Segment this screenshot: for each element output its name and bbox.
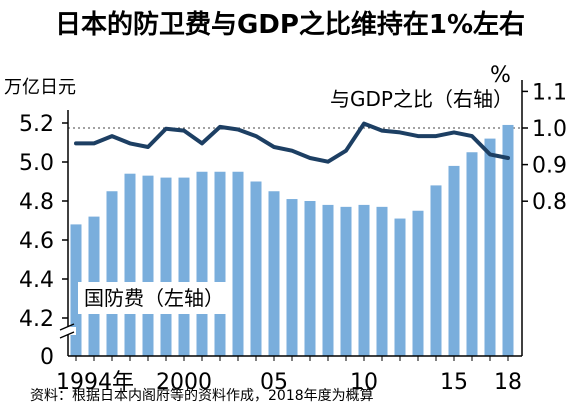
left-tick-label: 4.6 xyxy=(19,229,54,254)
bar-defense-spending-1998 xyxy=(142,175,154,356)
point-gdp-ratio-2008 xyxy=(326,160,330,163)
bar-defense-spending-2003 xyxy=(232,171,244,356)
bar-defense-spending-2014 xyxy=(430,185,442,356)
bar-defense-spending-2015 xyxy=(448,165,460,356)
point-gdp-ratio-1994 xyxy=(74,142,78,145)
source-footnote: 资料：根据日本内阁府等的资料作成，2018年度为概算 xyxy=(30,387,374,403)
point-gdp-ratio-2003 xyxy=(236,128,240,131)
right-tick-label: 1.1 xyxy=(532,80,567,105)
left-tick-label: 5.2 xyxy=(19,112,54,137)
point-gdp-ratio-2013 xyxy=(416,134,420,138)
bar-defense-spending-2002 xyxy=(214,171,226,356)
left-tick-label: 4.4 xyxy=(19,268,54,293)
line-series-label: 与GDP之比（右轴） xyxy=(330,87,513,111)
axis-break-gap xyxy=(60,327,76,335)
point-gdp-ratio-1997 xyxy=(128,142,132,145)
point-gdp-ratio-2014 xyxy=(434,134,438,138)
point-gdp-ratio-2004 xyxy=(254,134,258,138)
x-tick-label-2018: 18 xyxy=(494,370,522,395)
point-gdp-ratio-2011 xyxy=(380,129,384,132)
bar-defense-spending-2007 xyxy=(304,201,316,356)
point-gdp-ratio-1998 xyxy=(146,145,150,149)
bar-defense-spending-2013 xyxy=(412,210,424,356)
point-gdp-ratio-2018 xyxy=(506,156,510,160)
point-gdp-ratio-2012 xyxy=(398,131,402,134)
point-gdp-ratio-2017 xyxy=(488,153,492,156)
point-gdp-ratio-2015 xyxy=(452,131,456,134)
chart-title: 日本的防卫费与GDP之比维持在1%左右 xyxy=(55,9,525,40)
point-gdp-ratio-2007 xyxy=(308,156,312,160)
point-gdp-ratio-2002 xyxy=(218,125,222,129)
bar-defense-spending-2010 xyxy=(358,204,370,356)
x-tick-label-2000: 2000 xyxy=(156,370,212,395)
right-tick-label: 0.9 xyxy=(532,154,567,179)
x-tick-label-2015: 15 xyxy=(440,370,468,395)
right-axis-unit: % xyxy=(490,63,511,88)
bar-series-label: 国防费（左轴） xyxy=(84,286,224,310)
point-gdp-ratio-2000 xyxy=(182,129,186,132)
left-tick-label: 5.0 xyxy=(19,151,54,176)
bar-defense-spending-2012 xyxy=(394,218,406,356)
x-tick-label-2010: 10 xyxy=(350,370,378,395)
left-axis-unit: 万亿日元 xyxy=(4,77,76,98)
bar-defense-spending-2005 xyxy=(268,191,280,356)
bar-legend-background xyxy=(78,282,230,314)
right-tick-label: 0.8 xyxy=(532,190,567,215)
x-tick-label-1994: 1994年 xyxy=(56,370,134,395)
bar-defense-spending-2008 xyxy=(322,204,334,356)
bar-defense-spending-2016 xyxy=(466,152,478,356)
bar-defense-spending-2001 xyxy=(196,171,208,356)
x-tick-label-2005: 05 xyxy=(260,370,288,395)
point-gdp-ratio-2016 xyxy=(470,134,474,138)
point-gdp-ratio-1995 xyxy=(92,142,96,145)
bar-defense-spending-1997 xyxy=(124,173,136,356)
bar-defense-spending-2006 xyxy=(286,199,298,356)
bar-defense-spending-2009 xyxy=(340,206,352,356)
left-tick-label-zero: 0 xyxy=(40,345,54,370)
bar-defense-spending-2011 xyxy=(376,206,388,356)
bar-defense-spending-2017 xyxy=(484,138,496,356)
point-gdp-ratio-2005 xyxy=(272,145,276,149)
left-tick-label: 4.8 xyxy=(19,190,54,215)
point-gdp-ratio-1996 xyxy=(110,134,114,138)
bar-defense-spending-2018 xyxy=(502,124,514,356)
point-gdp-ratio-2010 xyxy=(362,122,366,125)
point-gdp-ratio-2001 xyxy=(200,142,204,145)
right-tick-label: 1.0 xyxy=(532,117,567,142)
bar-defense-spending-2004 xyxy=(250,181,262,356)
point-gdp-ratio-1999 xyxy=(164,127,168,130)
axis-break-mark xyxy=(59,331,75,339)
line-gdp-ratio xyxy=(74,121,510,164)
point-gdp-ratio-2009 xyxy=(344,149,348,152)
bar-defense-spending-1996 xyxy=(106,191,118,356)
axis-break-mark xyxy=(59,323,75,331)
left-tick-label: 4.2 xyxy=(19,307,54,332)
bar-defense-spending-2000 xyxy=(178,177,190,356)
bar-defense-spending-1994 xyxy=(70,224,82,356)
bar-defense-spending-1999 xyxy=(160,177,172,356)
point-gdp-ratio-2006 xyxy=(290,149,294,152)
